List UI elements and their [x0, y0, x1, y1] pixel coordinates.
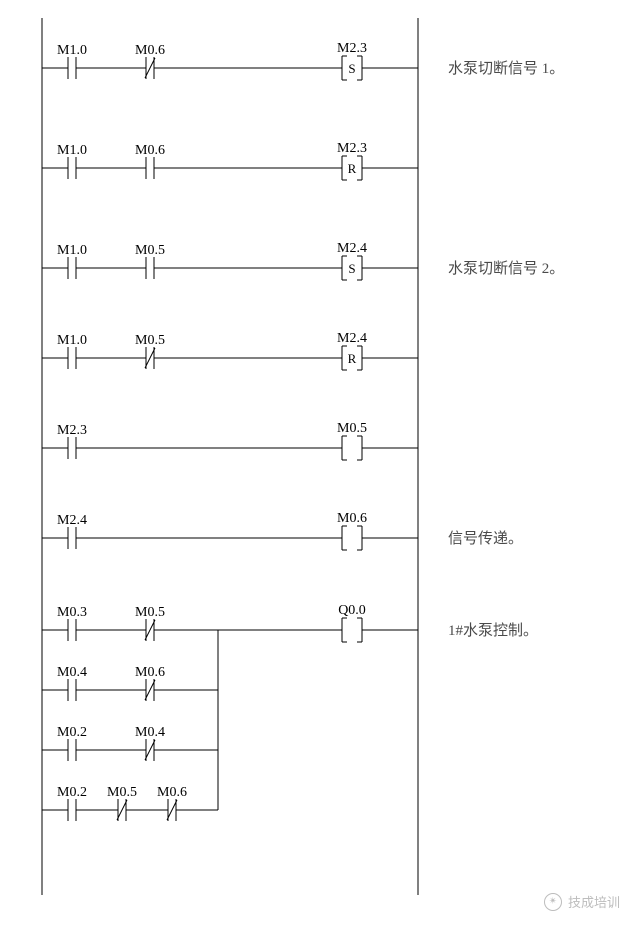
svg-text:M2.4: M2.4 — [337, 331, 367, 346]
svg-text:水泵切断信号 1。: 水泵切断信号 1。 — [448, 60, 564, 77]
svg-text:M0.2: M0.2 — [57, 785, 87, 800]
svg-text:M1.0: M1.0 — [57, 43, 87, 58]
svg-text:M0.5: M0.5 — [337, 421, 367, 436]
svg-text:M0.5: M0.5 — [135, 333, 165, 348]
rung-1: M1.0 M0.6 R M2.3 — [42, 141, 418, 180]
svg-text:M2.3: M2.3 — [337, 41, 367, 56]
svg-text:M0.6: M0.6 — [135, 43, 165, 58]
svg-text:M2.3: M2.3 — [337, 141, 367, 156]
svg-text:M0.6: M0.6 — [135, 143, 165, 158]
ladder-diagram: M1.0M0.6SM2.3水泵切断信号 1。M1.0M0.6RM2.3M1.0M… — [0, 0, 640, 929]
svg-text:1#水泵控制。: 1#水泵控制。 — [448, 622, 538, 639]
svg-text:M0.6: M0.6 — [337, 511, 367, 526]
svg-text:M0.6: M0.6 — [135, 665, 165, 680]
rung-6: M0.3 M0.5 M0.4 M0.6 M0.2 M0.4 M0.2 M0.5 M0.6 Q0.0… — [42, 603, 538, 821]
rung-5: M2.4 M0.6 信号传递。 — [42, 511, 523, 550]
svg-text:M1.0: M1.0 — [57, 143, 87, 158]
svg-text:M0.5: M0.5 — [107, 785, 137, 800]
svg-text:M2.4: M2.4 — [337, 241, 367, 256]
rung-0: M1.0 M0.6 S M2.3 水泵切断信号 1。 — [42, 41, 564, 80]
svg-text:M0.3: M0.3 — [57, 605, 87, 620]
svg-text:R: R — [348, 351, 357, 366]
svg-text:信号传递。: 信号传递。 — [448, 530, 523, 547]
watermark: ✴ 技成培训 — [544, 892, 620, 911]
svg-text:M1.0: M1.0 — [57, 333, 87, 348]
svg-text:S: S — [348, 261, 355, 276]
svg-text:Q0.0: Q0.0 — [338, 603, 366, 618]
svg-text:S: S — [348, 61, 355, 76]
svg-text:水泵切断信号 2。: 水泵切断信号 2。 — [448, 260, 564, 277]
svg-text:R: R — [348, 161, 357, 176]
svg-text:M0.4: M0.4 — [135, 725, 165, 740]
svg-text:M0.4: M0.4 — [57, 665, 87, 680]
svg-text:M2.3: M2.3 — [57, 423, 87, 438]
svg-text:M0.6: M0.6 — [157, 785, 187, 800]
rung-4: M2.3 M0.5 — [42, 421, 418, 460]
watermark-text: 技成培训 — [568, 892, 620, 911]
wechat-icon: ✴ — [544, 893, 562, 911]
svg-text:M1.0: M1.0 — [57, 243, 87, 258]
svg-text:M0.5: M0.5 — [135, 605, 165, 620]
svg-text:M2.4: M2.4 — [57, 513, 87, 528]
rung-2: M1.0 M0.5 S M2.4 水泵切断信号 2。 — [42, 241, 564, 280]
svg-text:M0.5: M0.5 — [135, 243, 165, 258]
rung-3: M1.0 M0.5 R M2.4 — [42, 331, 418, 370]
svg-text:M0.2: M0.2 — [57, 725, 87, 740]
